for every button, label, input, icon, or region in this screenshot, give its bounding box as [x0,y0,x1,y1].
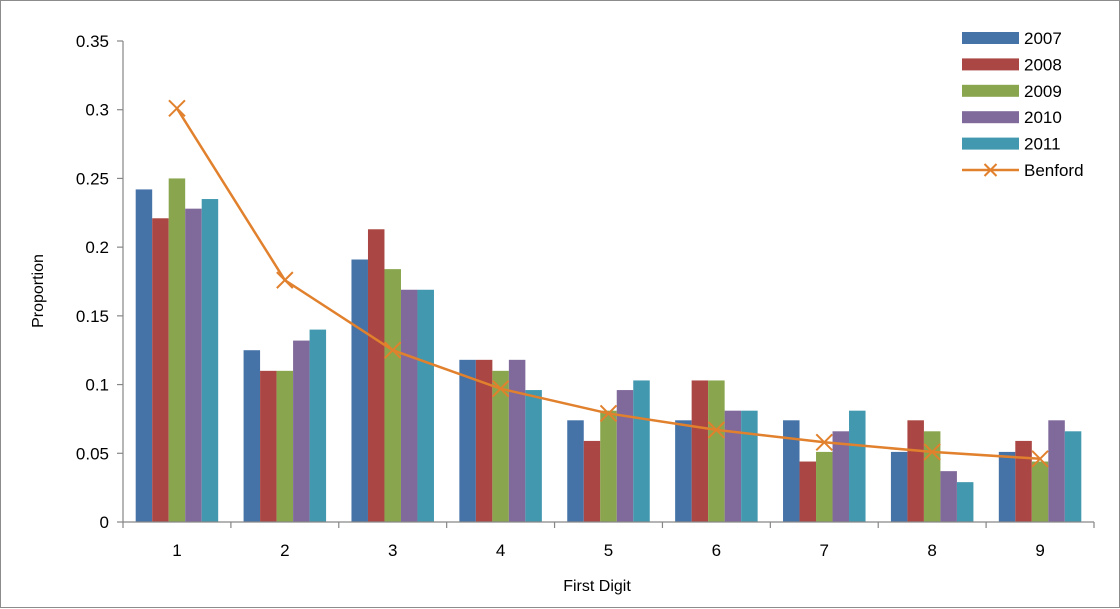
bar-2008-digit-7 [799,461,817,522]
x-tick-label: 5 [604,541,613,560]
legend-item-2011: 2011 [962,135,1061,154]
bar-2008-digit-1 [152,218,169,522]
legend-label: 2008 [1024,55,1062,74]
y-tick-label: 0.35 [76,32,109,51]
bar-2008-digit-9 [1015,440,1032,522]
point-benford-digit-3 [384,341,402,359]
bar-2011-digit-5 [633,380,650,522]
legend-label: 2010 [1024,108,1062,127]
bar-2011-digit-6 [741,410,758,522]
bar-2009-digit-9 [1031,461,1049,522]
x-tick-label: 4 [496,541,505,560]
bars-layer [135,178,1082,523]
x-tick-label: 9 [1035,541,1044,560]
bar-2011-digit-4 [525,390,542,522]
bar-2009-digit-6 [708,380,725,522]
y-tick-label: 0.05 [76,444,109,463]
point-benford-digit-7 [815,433,833,451]
bar-2010-digit-2 [293,340,310,522]
x-tick-label: 6 [712,541,721,560]
bar-2008-digit-5 [583,440,601,522]
legend-swatch [962,111,1019,124]
legend-label: 2007 [1024,29,1062,48]
point-benford-digit-9 [1031,450,1049,468]
bar-2007-digit-2 [243,350,261,522]
x-tick-label: 1 [172,541,181,560]
bar-2007-digit-7 [783,420,800,522]
bar-2009-digit-8 [923,431,941,522]
point-benford-digit-2 [276,271,294,289]
bar-2011-digit-1 [201,199,219,523]
point-benford-digit-8 [923,443,941,461]
bar-2010-digit-3 [400,289,418,522]
bar-2007-digit-8 [890,451,908,522]
x-tick-label: 3 [388,541,397,560]
x-axis-title: First Digit [563,578,631,595]
bar-2010-digit-4 [508,359,526,522]
y-tick-label: 0.1 [85,376,109,395]
bar-2011-digit-8 [956,482,974,522]
bar-2007-digit-4 [459,359,476,522]
y-axis-title: Proportion [30,254,47,328]
bar-2009-digit-3 [384,269,401,522]
x-tick-label: 2 [280,541,289,560]
x-tick-label: 8 [927,541,936,560]
point-benford-digit-6 [707,421,726,439]
bar-2008-digit-2 [260,370,277,522]
bar-2007-digit-1 [135,189,153,523]
y-tick-label: 0.3 [85,101,109,120]
legend-swatch [962,32,1019,44]
legend-item-2009: 2009 [962,82,1062,101]
point-benford-digit-1 [168,99,186,118]
bar-2007-digit-9 [998,451,1016,522]
axes-layer [117,40,1095,528]
legend-swatch [962,137,1019,150]
point-benford-digit-4 [491,379,510,398]
bar-2010-digit-9 [1048,420,1065,522]
bar-2007-digit-5 [567,420,584,522]
bar-2008-digit-4 [475,359,493,522]
bar-2008-digit-3 [367,229,385,522]
bar-2007-digit-3 [351,259,368,522]
bar-2009-digit-1 [168,178,186,522]
bar-2010-digit-7 [832,431,850,522]
legend-swatch [962,84,1019,97]
bar-2009-digit-7 [816,451,833,522]
y-tick-label: 0.15 [76,307,109,326]
y-tick-label: 0.2 [85,238,109,257]
benford-line-layer [168,99,1049,468]
bar-2011-digit-7 [849,410,866,522]
legend-item-benford: Benford [962,161,1084,180]
legend-label: 2011 [1024,135,1061,154]
bar-2010-digit-6 [724,410,742,522]
legend-label: 2009 [1024,82,1062,101]
y-tick-label: 0 [100,513,109,532]
bar-2010-digit-8 [940,471,957,522]
bar-2009-digit-2 [276,370,294,522]
y-tick-label: 0.25 [76,169,109,188]
point-benford-digit-5 [599,404,618,423]
legend-item-2008: 2008 [962,55,1062,74]
legend-swatch [962,58,1019,71]
legend: 2007 2008 2009 2010 2011 Benford [962,29,1084,180]
bar-2008-digit-6 [691,380,709,522]
bar-2011-digit-3 [417,289,434,522]
legend-item-2010: 2010 [962,108,1062,127]
legend-item-2007: 2007 [962,29,1062,48]
x-tick-label: 7 [820,541,829,560]
bar-2008-digit-8 [907,420,924,522]
bar-2011-digit-2 [309,329,327,522]
legend-label: Benford [1024,161,1084,180]
bar-2007-digit-6 [675,420,692,522]
tick-labels-layer: 0 0.05 0.1 0.15 0.2 0.25 0.3 0.35 1 2 3 4 5 6 7 8 9 [76,32,1045,560]
bar-2009-digit-4 [492,370,509,522]
bar-2010-digit-1 [185,208,202,522]
bar-2010-digit-5 [616,390,634,522]
bar-2011-digit-9 [1064,431,1082,522]
bar-2009-digit-5 [600,410,617,522]
legend-swatch [962,163,1019,177]
